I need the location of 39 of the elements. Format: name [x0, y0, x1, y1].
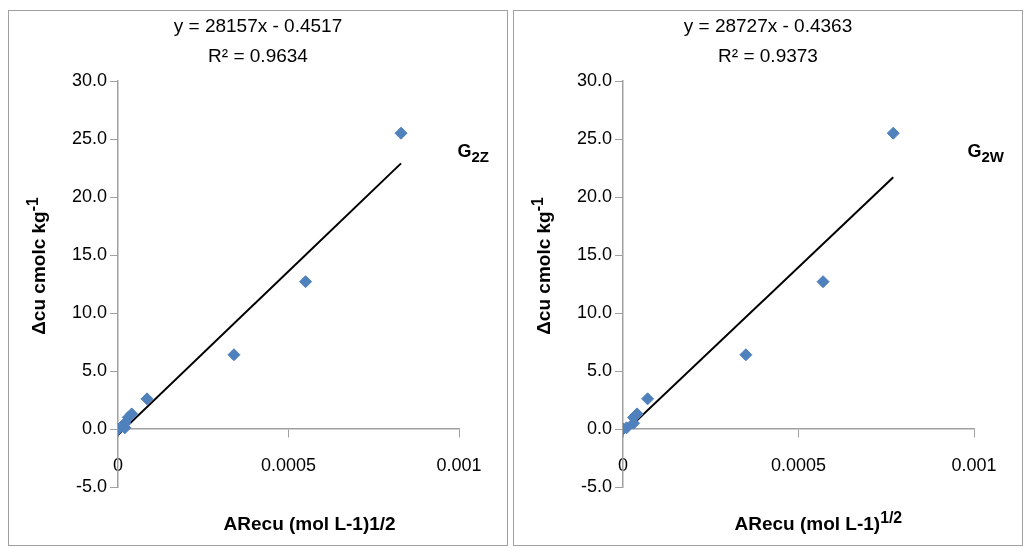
y-tick-label: 5.0 — [587, 359, 613, 380]
y-tick-label: 20.0 — [71, 185, 108, 206]
y-tick-label: 0.0 — [82, 417, 108, 438]
y-tick-label: 0.0 — [587, 417, 613, 438]
point — [125, 407, 139, 421]
text: R² = 0.9373 — [717, 45, 819, 67]
y-tick-label: 25.0 — [576, 127, 613, 148]
y-tick-label: 20.0 — [576, 185, 613, 206]
point — [816, 275, 830, 289]
x-tick-label: 0.0005 — [260, 454, 317, 475]
x-tick-label: 0.0005 — [770, 454, 827, 475]
point — [227, 348, 241, 362]
y-tick-label: 10.0 — [576, 301, 613, 322]
text: y = 28157x - 0.4517 — [172, 15, 344, 37]
x-axis-title: ARecu (mol L-1)1/2 — [223, 513, 396, 535]
point — [739, 348, 753, 362]
x-tick-label: 0.001 — [951, 454, 997, 475]
y-tick-label: 10.0 — [71, 301, 108, 322]
point — [394, 126, 408, 140]
text: y = 28727x - 0.4363 — [682, 15, 854, 37]
point — [886, 126, 900, 140]
annotation: G$_{2W}$ — [967, 141, 1004, 165]
y-tick-label: 15.0 — [576, 243, 613, 264]
y-tick-label: 5.0 — [82, 359, 108, 380]
x-tick-label: 0 — [618, 454, 629, 475]
x-tick-label: 0 — [113, 454, 124, 475]
y-tick-label: 30.0 — [576, 69, 613, 90]
y-tick-label: 15.0 — [71, 243, 108, 264]
x-tick-label: 0.001 — [436, 454, 482, 475]
y-tick-label: 30.0 — [71, 69, 108, 90]
y-tick-label: -5.0 — [581, 475, 613, 496]
point — [641, 392, 655, 406]
y-tick-label: 25.0 — [71, 127, 108, 148]
text: R² = 0.9634 — [207, 45, 309, 67]
x-axis-title: ARecu (mol L-1)$^{1/2}$ — [734, 508, 903, 535]
annotation: G$_{2Z}$ — [457, 141, 489, 165]
point — [140, 392, 154, 406]
y-tick-label: -5.0 — [76, 475, 108, 496]
point — [299, 275, 313, 289]
